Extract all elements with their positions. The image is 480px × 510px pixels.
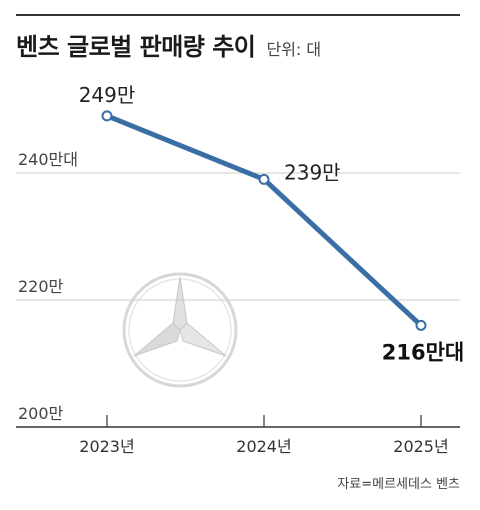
x-axis: 2023년 2024년 2025년 [16,415,460,456]
series-polyline [104,113,424,328]
data-label: 249만 [79,83,136,107]
grid-lines: 200만 220만 240만대 [16,150,460,423]
x-tick-label: 2023년 [79,437,134,456]
data-label: 216만대 [382,340,464,364]
y-tick-label: 200만 [18,404,64,423]
data-label: 239만 [284,160,341,184]
data-point [258,173,270,185]
source-note: 자료=메르세데스 벤츠 [337,477,460,492]
x-tick-label: 2024년 [236,437,291,456]
y-tick-label: 220만 [18,277,64,296]
x-tick-label: 2025년 [393,437,448,456]
series-line [104,113,424,328]
mercedes-logo [122,272,238,388]
data-points [101,110,427,331]
chart-title: 벤츠 글로벌 판매량 추이 [16,33,256,61]
title-row: 벤츠 글로벌 판매량 추이 단위: 대 [16,27,321,62]
unit-label: 단위: 대 [266,40,322,59]
data-point [101,110,113,122]
top-rule [16,14,460,16]
data-labels: 249만 239만 216만대 [79,83,465,365]
y-tick-label: 240만대 [18,150,78,169]
data-point [415,319,427,331]
